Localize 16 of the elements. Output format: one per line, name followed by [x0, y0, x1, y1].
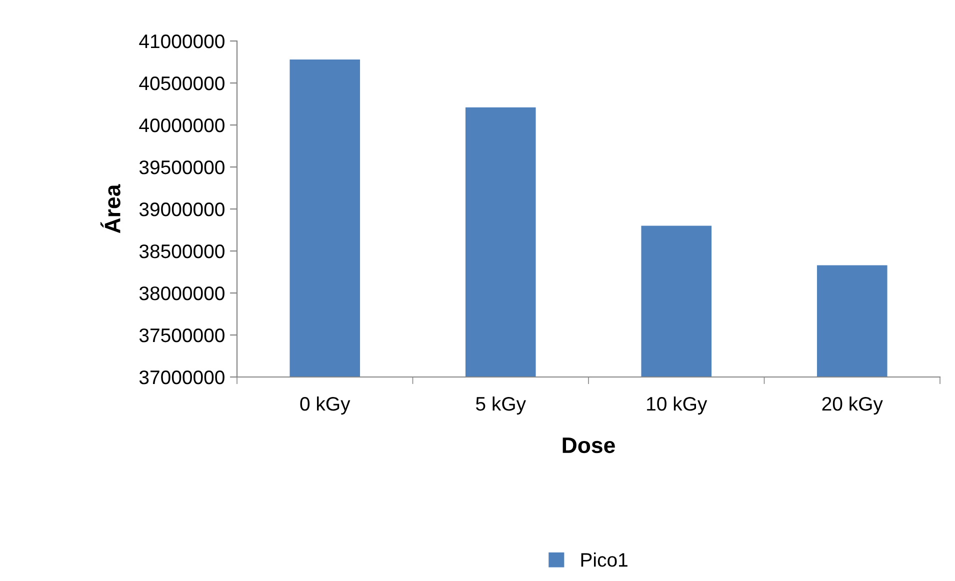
y-tick-label: 39000000 [139, 202, 224, 216]
x-tick-label: 0 kGy [300, 396, 350, 415]
y-tick-label: 37500000 [139, 328, 224, 342]
y-tick-label: 37000000 [139, 370, 224, 384]
y-tick-label: 41000000 [139, 34, 224, 48]
y-tick-label: 39500000 [139, 160, 224, 174]
x-axis-title: Dose [562, 438, 615, 454]
x-tick-label: 5 kGy [476, 396, 526, 415]
x-tick-label: 10 kGy [647, 396, 708, 415]
y-tick-label: 40000000 [139, 118, 224, 132]
legend-label: Pico1 [581, 552, 628, 567]
x-tick-label: 20 kGy [822, 396, 883, 415]
y-axis-title: Área [100, 184, 120, 234]
y-tick-label: 38500000 [139, 244, 224, 258]
y-tick-label: 40500000 [139, 76, 224, 90]
y-tick-label: 38000000 [139, 286, 224, 300]
